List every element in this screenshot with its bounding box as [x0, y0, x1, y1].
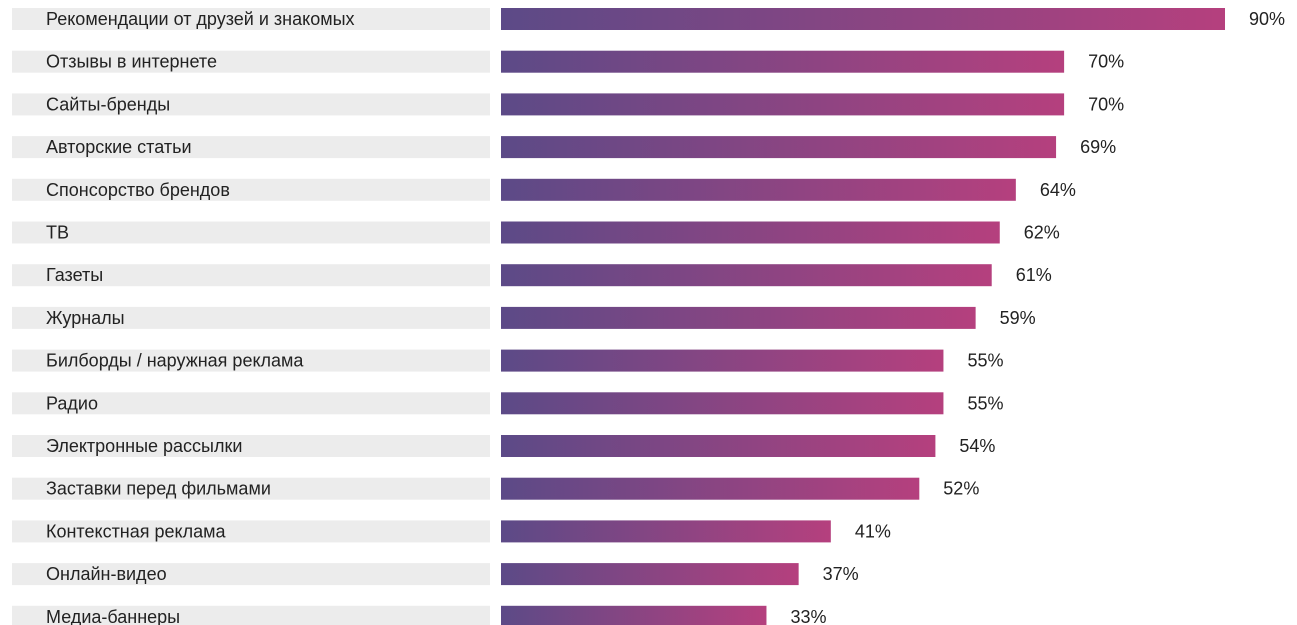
row-background: [12, 306, 490, 329]
category-label: Билборды / наружная реклама: [46, 351, 304, 371]
value-label: 37%: [823, 564, 859, 584]
category-label: Радио: [46, 393, 98, 413]
value-label: 55%: [967, 351, 1003, 371]
category-label: Рекомендации от друзей и знакомых: [46, 9, 355, 29]
value-label: 70%: [1088, 52, 1124, 72]
category-label: Журналы: [46, 308, 125, 328]
value-label: 90%: [1249, 9, 1285, 29]
value-label: 52%: [943, 479, 979, 499]
category-label: Отзывы в интернете: [46, 52, 217, 72]
bar: [501, 349, 944, 372]
row-background: [12, 435, 490, 457]
value-label: 64%: [1040, 180, 1076, 200]
value-label: 54%: [959, 436, 995, 456]
row-background: [12, 605, 490, 625]
value-label: 59%: [1000, 308, 1036, 328]
bar: [501, 392, 944, 415]
category-label: ТВ: [46, 223, 69, 243]
bar: [501, 50, 1065, 73]
value-label: 33%: [790, 607, 826, 625]
value-label: 69%: [1080, 137, 1116, 157]
row-background: [12, 93, 490, 116]
category-label: Газеты: [46, 265, 103, 285]
row-background: [12, 8, 490, 30]
value-label: 62%: [1024, 223, 1060, 243]
category-label: Спонсорство брендов: [46, 180, 230, 200]
bar: [501, 8, 1225, 30]
bar: [501, 221, 1000, 244]
row-background: [12, 349, 490, 372]
bar: [501, 264, 992, 287]
value-label: 61%: [1016, 265, 1052, 285]
bar: [501, 563, 799, 586]
row-background: [12, 221, 490, 244]
category-label: Авторские статьи: [46, 137, 192, 157]
category-label: Контекстная реклама: [46, 521, 226, 541]
category-label: Сайты-бренды: [46, 94, 170, 114]
bar: [501, 136, 1057, 159]
row-background: [12, 50, 490, 73]
bar: [501, 520, 831, 543]
category-label: Электронные рассылки: [46, 436, 242, 456]
row-background: [12, 520, 490, 543]
value-label: 55%: [967, 393, 1003, 413]
bar: [501, 477, 920, 500]
category-label: Медиа-баннеры: [46, 607, 180, 625]
row-background: [12, 136, 490, 159]
row-background: [12, 178, 490, 201]
row-background: [12, 563, 490, 586]
bar: [501, 178, 1016, 201]
row-background: [12, 264, 490, 287]
bar: [501, 605, 767, 625]
category-label: Онлайн-видео: [46, 564, 167, 584]
row-background: [12, 392, 490, 415]
category-label: Заставки перед фильмами: [46, 479, 271, 499]
bar: [501, 93, 1065, 116]
bar: [501, 435, 936, 457]
row-background: [12, 477, 490, 500]
bar: [501, 306, 976, 329]
value-label: 70%: [1088, 94, 1124, 114]
value-label: 41%: [855, 521, 891, 541]
chart-rows: Рекомендации от друзей и знакомых 90% Отзы…: [12, 8, 1285, 625]
